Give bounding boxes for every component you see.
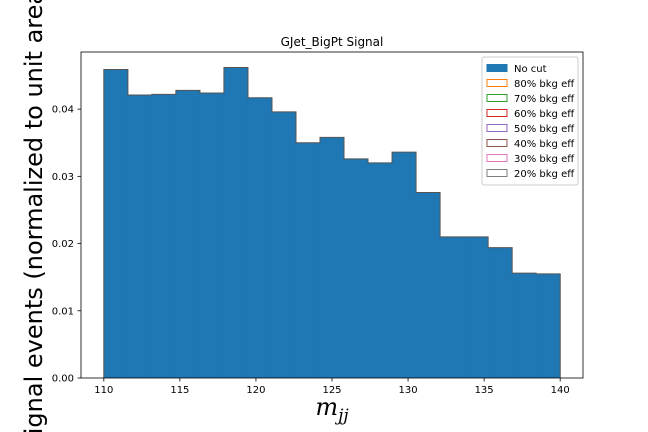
legend-swatch [486, 79, 508, 87]
x-tick-label: 130 [399, 385, 418, 396]
histogram-bars [103, 66, 561, 379]
histogram-bar [151, 94, 177, 379]
x-tick-label: 120 [246, 385, 265, 396]
legend-label: No cut [514, 64, 547, 75]
legend-swatch [486, 109, 508, 117]
histogram-bar [392, 152, 417, 378]
histogram-bar [223, 67, 249, 379]
histogram-bar [319, 137, 345, 378]
histogram-bar [271, 111, 297, 378]
legend-label: 60% bkg eff [514, 109, 575, 120]
x-tick-label: 115 [170, 385, 189, 396]
legend: No cut 80% bkg eff 70% bkg eff 60% bkg eff 5… [481, 56, 579, 186]
histogram-bar [512, 273, 537, 378]
x-axis-label: mjj [315, 393, 349, 426]
histogram-bar [416, 192, 441, 378]
histogram-bar [103, 69, 129, 378]
histogram-bar [295, 142, 321, 378]
histogram-bar [464, 236, 489, 378]
legend-label: 70% bkg eff [514, 94, 575, 105]
x-tick-label: 140 [551, 385, 570, 396]
histogram-bar [344, 158, 369, 378]
x-tick-label: 125 [322, 385, 341, 396]
histogram-bar [488, 247, 513, 378]
legend-swatch [486, 154, 508, 162]
legend-label: 80% bkg eff [514, 79, 575, 90]
histogram-bar [247, 97, 273, 378]
legend-label: 20% bkg eff [514, 169, 575, 180]
legend-frame [481, 56, 579, 186]
histogram-outline [103, 66, 561, 378]
legend-swatch [486, 124, 508, 132]
legend-swatch [486, 139, 508, 147]
x-axis-ticks: 110 115 120 125 130 135 140 [94, 378, 570, 396]
histogram-bar [440, 236, 465, 378]
y-axis-ticks: 0.00 0.01 0.02 0.03 0.04 [52, 105, 81, 385]
x-axis-label-subscript: jj [334, 406, 349, 426]
legend-label: 30% bkg eff [514, 154, 575, 165]
y-tick-label: 0.04 [52, 105, 74, 116]
y-tick-label: 0.03 [52, 172, 74, 183]
legend-swatch [486, 94, 508, 102]
x-axis-label-main: m [315, 393, 338, 421]
histogram-bar [199, 93, 225, 378]
y-tick-label: 0.01 [52, 306, 74, 317]
legend-label: 50% bkg eff [514, 124, 575, 135]
histogram-bar [536, 273, 561, 378]
y-tick-label: 0.02 [52, 239, 74, 250]
histogram-bar [175, 90, 201, 378]
histogram-bar [368, 162, 393, 378]
legend-label: 40% bkg eff [514, 139, 575, 150]
y-axis-label: Signal events (normalized to unit area) [20, 0, 48, 432]
legend-swatch [486, 64, 508, 72]
chart-title: GJet_BigPt Signal [281, 35, 384, 49]
histogram-bar [127, 95, 153, 378]
x-tick-label: 110 [94, 385, 113, 396]
x-tick-label: 135 [475, 385, 494, 396]
legend-swatch [486, 169, 508, 177]
y-tick-label: 0.00 [52, 374, 74, 385]
